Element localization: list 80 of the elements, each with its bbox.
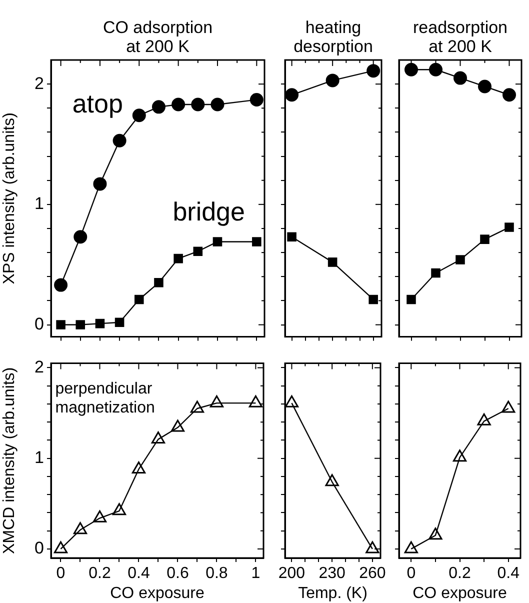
- point: [368, 294, 378, 304]
- y-tick-label: 1: [34, 194, 44, 214]
- point: [502, 88, 516, 102]
- point: [454, 71, 467, 85]
- x-tick-label: 230: [318, 565, 346, 582]
- point: [456, 255, 465, 264]
- legend-label: bridge: [172, 196, 245, 227]
- y-axis-title: XMCD intensity (arb.units): [1, 367, 18, 554]
- y-tick-label: 0: [34, 314, 44, 334]
- point: [431, 268, 440, 278]
- point: [480, 234, 490, 244]
- point: [328, 258, 338, 267]
- point: [132, 108, 146, 122]
- point: [502, 400, 516, 413]
- point: [406, 294, 416, 304]
- legend-label: atop: [72, 88, 123, 119]
- point: [132, 461, 146, 474]
- y-tick-label: 2: [34, 357, 44, 376]
- x-tick-label: 0.4: [128, 565, 150, 582]
- point: [193, 246, 203, 256]
- point: [252, 237, 262, 246]
- point: [134, 294, 144, 304]
- point: [452, 450, 467, 462]
- point: [95, 318, 105, 328]
- point: [152, 100, 166, 114]
- y-tick-label: 2: [34, 74, 44, 93]
- x-tick-label: 260: [359, 565, 386, 582]
- point: [154, 278, 164, 288]
- point: [210, 98, 224, 112]
- point: [326, 74, 340, 88]
- y-tick-label: 0: [34, 538, 44, 558]
- point: [477, 413, 491, 426]
- point: [366, 64, 380, 78]
- point: [248, 395, 263, 408]
- point: [191, 98, 205, 112]
- point: [190, 400, 204, 413]
- point: [92, 510, 107, 522]
- point: [504, 222, 514, 232]
- point: [76, 320, 86, 330]
- chart-title: readsorption at 200 K: [412, 18, 508, 56]
- x-tick-label: 1: [251, 565, 260, 582]
- point: [170, 420, 185, 432]
- point: [73, 522, 88, 534]
- point: [112, 134, 126, 148]
- x-axis-title: CO exposure: [412, 584, 507, 602]
- chart-title: heating desorption: [294, 18, 373, 56]
- point: [54, 278, 68, 292]
- y-tick-label: 1: [34, 448, 44, 468]
- point: [112, 503, 126, 516]
- x-tick-label: 0.2: [448, 565, 471, 582]
- x-tick-label: 0.6: [166, 565, 189, 582]
- point: [478, 80, 492, 94]
- point: [429, 62, 442, 76]
- point: [56, 320, 66, 330]
- y-axis-title: XPS intensity (arb.units): [1, 112, 18, 284]
- x-axis-title: Temp. (K): [298, 584, 368, 602]
- point: [250, 92, 264, 106]
- legend-label: perpendicular magnetization: [55, 380, 155, 417]
- x-tick-label: 0.8: [206, 565, 228, 582]
- x-tick-label: 0: [56, 565, 66, 582]
- point: [404, 62, 418, 76]
- x-axis-title: CO exposure: [110, 584, 204, 602]
- point: [74, 230, 88, 244]
- x-tick-label: 0.4: [497, 565, 520, 582]
- point: [212, 237, 222, 246]
- point: [285, 88, 299, 102]
- point: [172, 98, 186, 112]
- point: [114, 318, 124, 327]
- x-tick-label: 200: [278, 565, 306, 582]
- x-tick-label: 0.2: [88, 565, 111, 582]
- chart-title: CO adsorption at 200 K: [102, 18, 213, 56]
- point: [404, 541, 418, 554]
- point: [428, 528, 442, 540]
- point: [151, 432, 166, 444]
- x-tick-label: 0: [406, 565, 416, 582]
- point: [287, 232, 296, 242]
- point: [210, 395, 224, 408]
- point: [174, 254, 183, 264]
- point: [54, 541, 68, 554]
- point: [93, 177, 107, 191]
